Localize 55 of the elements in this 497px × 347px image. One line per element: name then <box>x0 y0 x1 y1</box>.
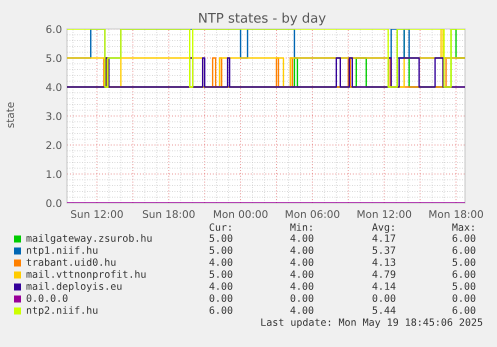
x-tick-label: Mon 06:00 <box>286 210 340 218</box>
text: 5.44 <box>372 306 396 314</box>
text: 4.17 <box>372 234 396 242</box>
legend-label: mail.deployis.eu <box>26 282 122 292</box>
x-tick-label: Sun 12:00 <box>71 210 123 218</box>
text: 5.37 <box>372 246 396 254</box>
legend-label: ntp1.niif.hu <box>26 246 98 256</box>
legend-label: mail.vttnonprofit.hu <box>26 270 146 280</box>
text: 4.00 <box>290 258 314 266</box>
text: 4.79 <box>372 270 396 278</box>
legend-label: mailgateway.zsurob.hu <box>26 234 152 244</box>
text: 5.00 <box>452 282 476 290</box>
x-tick-label: Mon 00:00 <box>214 210 268 218</box>
text: 4.00 <box>209 282 232 290</box>
text: 4.00 <box>290 270 314 278</box>
text: 5.00 <box>210 270 232 278</box>
text: Avg: <box>372 223 394 233</box>
text: 0.00 <box>452 294 476 302</box>
y-tick-label: 5.0 <box>46 54 62 62</box>
y-tick-label: 4.0 <box>46 83 62 92</box>
text: 4.00 <box>290 234 314 242</box>
y-tick-label: 6.0 <box>46 25 62 34</box>
y-tick-label: 0.0 <box>46 199 62 208</box>
legend-label: 0.0.0.0 <box>26 294 68 302</box>
text: 0.00 <box>290 294 314 302</box>
text: 4.00 <box>290 282 314 290</box>
text: 4.14 <box>372 282 396 290</box>
y-tick-label: 2.0 <box>46 141 62 150</box>
text: 6.00 <box>210 306 232 314</box>
y-tick-label: 3.0 <box>46 112 62 120</box>
text: 4.00 <box>290 306 314 314</box>
text: 5.00 <box>210 234 232 242</box>
text: 4.13 <box>372 258 396 266</box>
x-tick-label: Mon 12:00 <box>358 210 412 218</box>
text: 6.00 <box>452 306 476 314</box>
text: 0.00 <box>210 294 232 302</box>
x-tick-label: Mon 18:00 <box>429 210 483 218</box>
text: 5.00 <box>210 246 232 254</box>
text: 6.00 <box>452 270 476 278</box>
legend-label: ntp2.niif.hu <box>26 306 98 316</box>
legend-label: trabant.uid0.hu <box>26 258 116 266</box>
text: Min: <box>290 223 312 231</box>
y-tick-label: 1.0 <box>46 170 62 178</box>
y-axis-title: state <box>6 102 14 128</box>
text: Max: <box>452 223 474 231</box>
text: 5.00 <box>452 258 476 266</box>
text: 4.00 <box>290 246 314 254</box>
x-tick-label: Sun 18:00 <box>142 210 195 218</box>
chart-title: NTP states - by day <box>199 12 326 26</box>
text: 6.00 <box>452 234 476 242</box>
text: Last update: Mon May 19 18:45:06 2025 <box>261 318 482 328</box>
text: 0.00 <box>372 294 396 302</box>
text: Cur: <box>210 223 231 231</box>
text: 4.00 <box>209 258 232 266</box>
text: 6.00 <box>452 246 476 254</box>
